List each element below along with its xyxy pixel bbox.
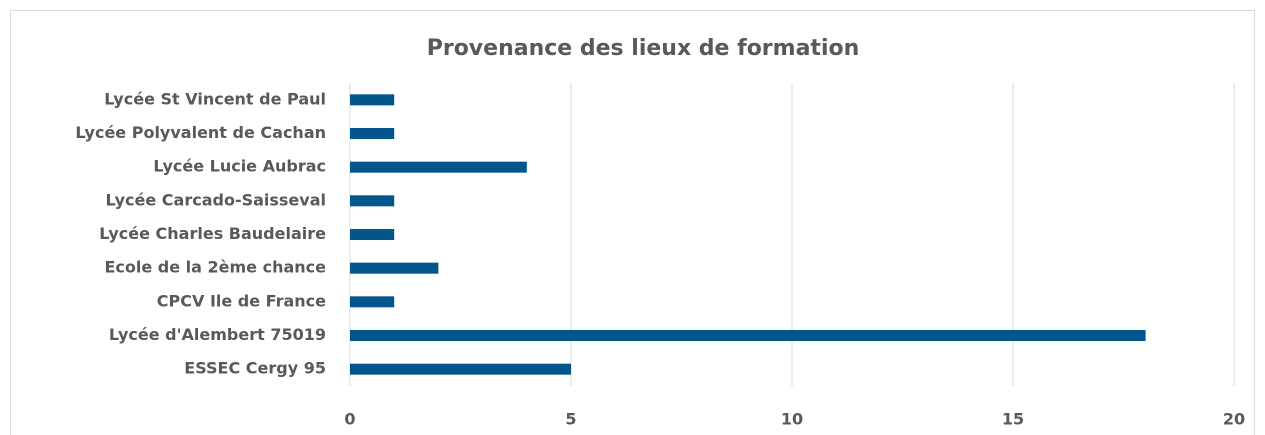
chart-title: Provenance des lieux de formation [427,36,860,61]
x-tick-label: 0 [344,410,355,429]
y-tick-label: ESSEC Cergy 95 [184,359,326,378]
x-tick-label: 10 [781,410,803,429]
bar [350,195,395,207]
bar [350,94,395,106]
y-tick-label: Ecole de la 2ème chance [104,258,326,277]
bar [350,296,395,308]
y-tick-label: Lycée Polyvalent de Cachan [75,123,326,142]
bar [350,262,439,274]
y-tick-label: Lycée Carcado-Saisseval [105,190,326,209]
chart-border [10,10,1255,435]
y-tick-label: Lycée Charles Baudelaire [99,224,326,243]
bar [350,330,1146,341]
bar [350,229,395,240]
x-tick-label: 20 [1223,410,1245,429]
y-tick-label: CPCV Ile de France [157,291,326,310]
x-tick-label: 15 [1002,410,1024,429]
y-tick-label: Lycée d'Alembert 75019 [109,325,326,344]
y-tick-label: Lycée St Vincent de Paul [104,89,326,108]
bar [350,161,527,173]
y-tick-label: Lycée Lucie Aubrac [153,157,326,176]
bar [350,128,395,139]
bar [350,363,571,375]
x-tick-label: 5 [565,410,576,429]
